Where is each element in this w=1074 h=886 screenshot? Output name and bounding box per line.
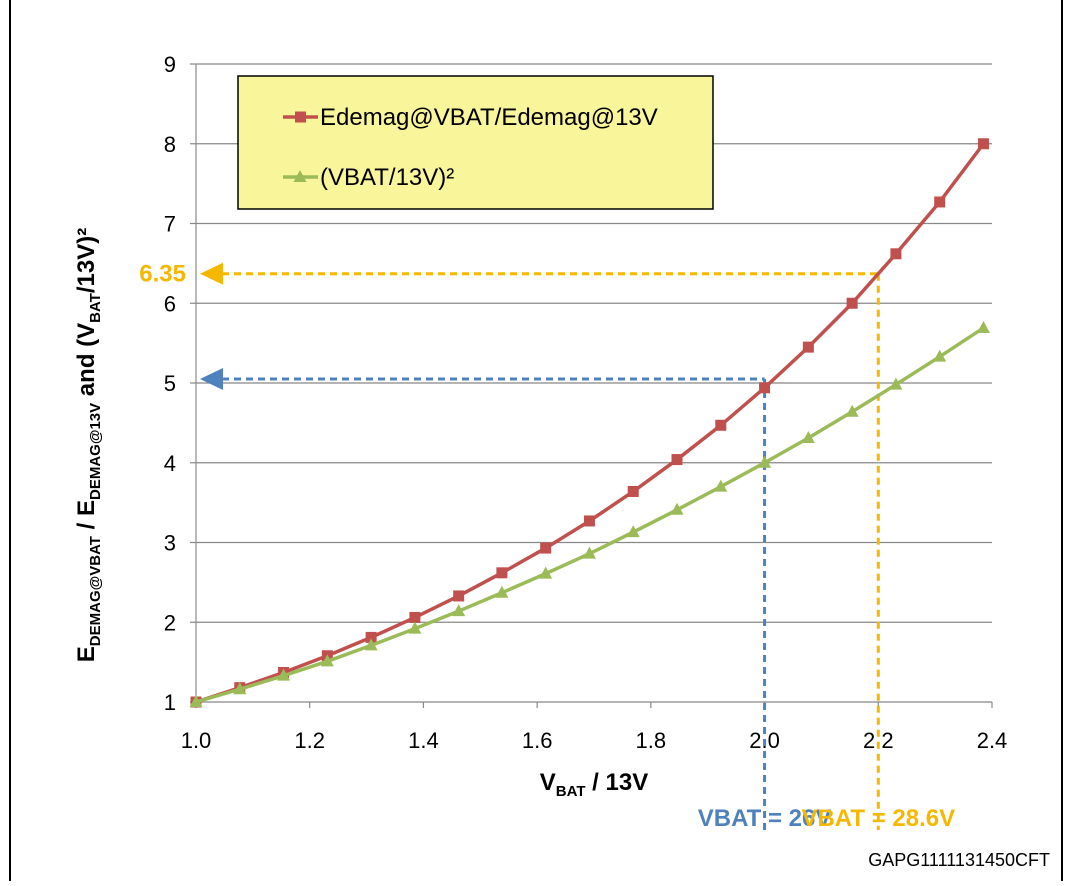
data-point-square (409, 611, 421, 623)
data-point-triangle (845, 404, 859, 417)
y-tick-label: 4 (164, 451, 176, 476)
series-group (189, 138, 990, 708)
data-point-triangle (889, 377, 903, 390)
y-axis-title-sub: DEMAG@VBAT (87, 536, 104, 646)
data-point-square (890, 248, 902, 260)
guide-value-label: 6.35 (139, 261, 186, 288)
y-tick-label: 5 (164, 371, 176, 396)
data-point-triangle (539, 566, 553, 579)
x-axis-title-main: V (540, 769, 556, 796)
guide-annotations: VBAT = 26V 6.35 VBAT = 28.6V (139, 261, 955, 832)
data-point-square (934, 196, 946, 208)
data-point-triangle (320, 654, 334, 667)
legend-box (237, 75, 714, 210)
data-point-square (715, 419, 727, 431)
data-point-triangle (626, 525, 640, 538)
data-point-square (496, 567, 508, 579)
data-point-triangle (408, 621, 422, 634)
legend-marker-triangle (293, 170, 307, 182)
series-line (195, 142, 985, 704)
arrowhead-left-icon (200, 368, 223, 391)
y-tick-label: 7 (164, 212, 176, 237)
data-point-triangle (277, 668, 291, 681)
y-axis-title-main: and (V (73, 323, 100, 403)
data-point-square (453, 590, 465, 602)
data-point-square (365, 631, 377, 643)
figure-code: GAPG1111131450CFT (868, 850, 1050, 870)
y-axis-title: EDEMAG@VBAT / EDEMAG@13V and (VBAT/13V)² (73, 228, 104, 662)
x-tick-labels: 1.0 1.2 1.4 1.6 1.8 2.0 2.2 2.4 (181, 728, 1008, 753)
data-point-square (583, 515, 595, 527)
data-point-square (671, 454, 683, 466)
legend-label: (VBAT/13V)² (320, 164, 454, 191)
y-axis-title-sub: BAT (87, 293, 104, 323)
data-point-triangle (582, 546, 596, 559)
guide-bottom-label: VBAT = 26V (698, 805, 832, 832)
x-axis-title-rest: / 13V (586, 769, 649, 796)
x-tick-label: 1.6 (522, 728, 553, 753)
x-axis-title-sub: BAT (556, 783, 586, 800)
guide-bottom-label: VBAT = 28.6V (801, 805, 955, 832)
data-point-square (759, 382, 771, 394)
data-point-triangle (714, 479, 728, 492)
x-tick-label: 1.8 (636, 728, 667, 753)
y-axis-title-main: E (73, 646, 100, 662)
y-axis-title-sub: DEMAG@13V (87, 403, 104, 500)
data-point-triangle (452, 604, 466, 617)
legend-marker-square (295, 111, 306, 123)
y-tick-label: 6 (164, 291, 176, 316)
data-point-triangle (495, 585, 509, 598)
x-tick-label: 2.4 (977, 728, 1008, 753)
data-point-triangle (758, 455, 772, 468)
y-tick-label: 9 (164, 52, 176, 77)
data-point-square (846, 297, 858, 309)
arrowhead-left-icon (200, 262, 223, 285)
data-point-triangle (933, 349, 947, 362)
y-tick-label: 3 (164, 531, 176, 556)
x-tick-label: 1.0 (181, 728, 212, 753)
y-tick-label: 2 (164, 610, 176, 635)
data-point-square (627, 485, 639, 497)
legend-label: Edemag@VBAT/Edemag@13V (320, 104, 658, 131)
y-axis-title-main: /13V)² (73, 228, 100, 293)
data-point-triangle (189, 695, 203, 707)
data-point-triangle (364, 638, 378, 651)
legend: Edemag@VBAT/Edemag@13V (VBAT/13V)² (237, 75, 714, 210)
data-point-triangle (670, 502, 684, 515)
x-tick-label: 1.2 (294, 728, 325, 753)
data-point-triangle (801, 431, 815, 444)
data-point-square (540, 542, 552, 554)
y-tick-labels: 1 2 3 4 5 6 7 8 9 (164, 52, 176, 715)
data-point-square (977, 138, 989, 150)
y-tick-label: 1 (164, 690, 176, 715)
data-point-triangle (976, 320, 990, 333)
y-tick-label: 8 (164, 132, 176, 157)
data-point-square (802, 341, 814, 353)
series-line (195, 326, 985, 704)
x-tick-label: 1.4 (408, 728, 439, 753)
x-axis-title: VBAT / 13V (540, 769, 648, 800)
y-axis-title-main: / E (73, 500, 100, 536)
data-point-triangle (233, 682, 247, 695)
